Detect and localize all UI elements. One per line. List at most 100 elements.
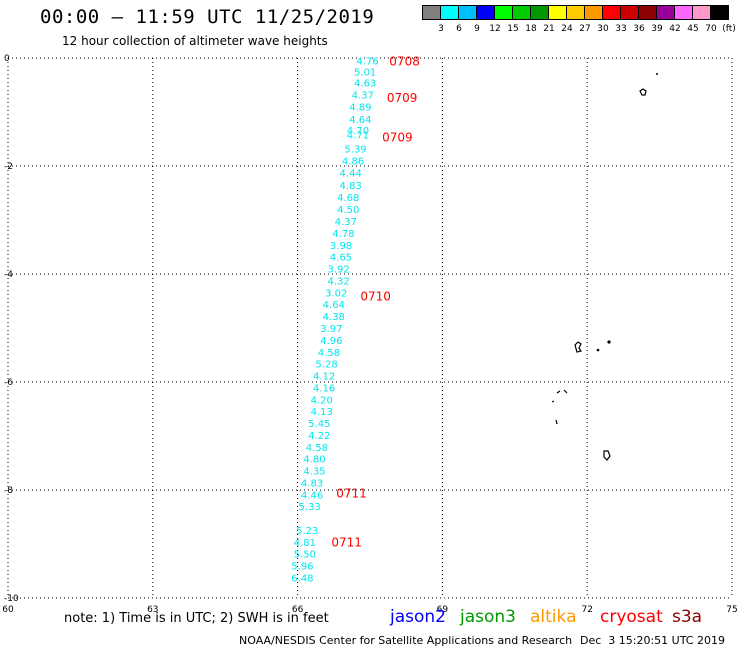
pass-time-label: 0711: [331, 535, 362, 549]
swh-value-label: 5.96: [291, 562, 313, 573]
colorbar-label: 12: [489, 24, 501, 34]
swh-value-label: 4.64: [323, 300, 345, 311]
colorbar-label: 18: [525, 24, 537, 34]
colorbar-label: 27: [579, 24, 591, 34]
colorbar-label: 39: [651, 24, 663, 34]
pass-time-label: 0709: [387, 91, 418, 105]
satellite-legend-item: cryosat: [600, 607, 663, 627]
island-shape: [607, 340, 611, 344]
swh-value-label: 4.86: [342, 157, 364, 168]
island-shape: [596, 348, 600, 352]
swh-value-label: 4.80: [303, 455, 325, 466]
island-outlines: [551, 73, 658, 461]
satellite-legend-item: altika: [530, 607, 577, 627]
y-tick-label: -4: [4, 270, 13, 280]
swh-value-label: 3.92: [327, 265, 349, 276]
swh-value-label: 3.97: [320, 324, 342, 335]
x-tick-label: 69: [437, 605, 449, 615]
colorbar-label: (ft): [722, 24, 736, 34]
x-tick-label: 60: [2, 605, 14, 615]
swh-value-label: 4.78: [332, 229, 354, 240]
swh-value-label: 4.12: [313, 372, 335, 383]
swh-value-label: 4.81: [294, 538, 316, 549]
y-tick-label: -6: [4, 378, 13, 388]
pass-time-label: 0709: [382, 130, 413, 144]
swh-value-label: 4.58: [318, 348, 340, 359]
generated-timestamp: Dec 3 15:20:51 UTC 2019: [580, 634, 725, 647]
colorbar-label: 30: [597, 24, 609, 34]
island-shape: [551, 400, 555, 403]
pass-time-label: 0708: [389, 55, 420, 69]
island-shape: [556, 390, 561, 394]
colorbar-label: 21: [543, 24, 555, 34]
swh-value-label: 4.44: [340, 168, 362, 179]
swh-value-label: 4.89: [349, 103, 371, 114]
swh-value-label: 5.45: [308, 419, 330, 430]
colorbar-swatch: [710, 5, 729, 20]
swh-value-label: 5.28: [315, 360, 337, 371]
y-tick-label: -10: [4, 594, 19, 604]
satellite-legend-item: s3a: [672, 607, 703, 627]
colorbar-label: 6: [456, 24, 462, 34]
swh-value-label: 4.32: [327, 276, 349, 287]
y-tick-label: 0: [4, 54, 10, 64]
island-shape: [603, 450, 611, 461]
island-shape: [656, 73, 658, 75]
x-tick-label: 75: [726, 605, 737, 615]
island-shape: [574, 341, 582, 353]
swh-value-label: 4.83: [340, 181, 362, 192]
satellite-legend-item: jason3: [460, 607, 516, 627]
colorbar-label: 3: [438, 24, 444, 34]
island-shape: [563, 389, 568, 394]
swh-value-label: 4.65: [330, 253, 352, 264]
swh-value-label: 4.35: [303, 467, 325, 478]
pass-time-label: 0710: [360, 290, 391, 304]
footer-note: note: 1) Time is in UTC; 2) SWH is in fe…: [64, 611, 329, 626]
colorbar-label: 45: [687, 24, 699, 34]
colorbar-label: 9: [474, 24, 480, 34]
swh-value-label: 4.76: [356, 57, 378, 68]
island-shape: [555, 419, 558, 425]
swh-value-label: 5.33: [299, 502, 321, 513]
swh-value-label: 4.20: [311, 395, 333, 406]
swh-value-label: 4.38: [323, 312, 345, 323]
satellite-legend-item: jason2: [390, 607, 446, 627]
swh-value-label: 4.37: [335, 217, 357, 228]
swh-value-label: 4.63: [354, 78, 376, 89]
swh-value-label: 4.22: [308, 431, 330, 442]
swh-value-label: 4.37: [352, 91, 374, 102]
swh-value-label: 4.68: [337, 193, 359, 204]
swh-value-label: 4.46: [301, 490, 323, 501]
credit-text: NOAA/NESDIS Center for Satellite Applica…: [239, 634, 573, 647]
swh-value-label: 4.70: [347, 126, 369, 137]
island-shape: [639, 88, 647, 96]
swh-value-label: 4.13: [311, 407, 333, 418]
swh-value-label: 4.58: [306, 443, 328, 454]
colorbar-label: 36: [633, 24, 645, 34]
x-tick-label: 72: [581, 605, 592, 615]
colorbar-label: 33: [615, 24, 627, 34]
swh-value-label: 4.50: [337, 205, 359, 216]
x-tick-label: 66: [292, 605, 304, 615]
swh-value-label: 4.83: [301, 478, 323, 489]
chart-subtitle: 12 hour collection of altimeter wave hei…: [62, 34, 328, 48]
swh-value-label: 4.71: [347, 131, 369, 142]
swh-value-label: 4.96: [320, 336, 342, 347]
swh-value-label: 5.01: [354, 68, 376, 79]
chart-title: 00:00 – 11:59 UTC 11/25/2019: [40, 6, 375, 28]
swh-value-label: 5.39: [344, 145, 366, 156]
colorbar-label: 42: [669, 24, 681, 34]
swh-value-label: 4.64: [349, 115, 371, 126]
swh-value-label: 4.16: [313, 383, 335, 394]
colorbar-label: 70: [705, 24, 717, 34]
colorbar-label: 24: [561, 24, 573, 34]
swh-value-label: 5.23: [296, 526, 318, 537]
y-tick-label: -8: [4, 486, 13, 496]
y-tick-label: -2: [4, 162, 13, 172]
swh-value-label: 3.02: [325, 288, 347, 299]
swh-value-label: 5.50: [294, 550, 316, 561]
colorbar-label: 15: [507, 24, 519, 34]
pass-time-label: 0711: [336, 487, 367, 501]
swh-value-label: 3.98: [330, 241, 352, 252]
